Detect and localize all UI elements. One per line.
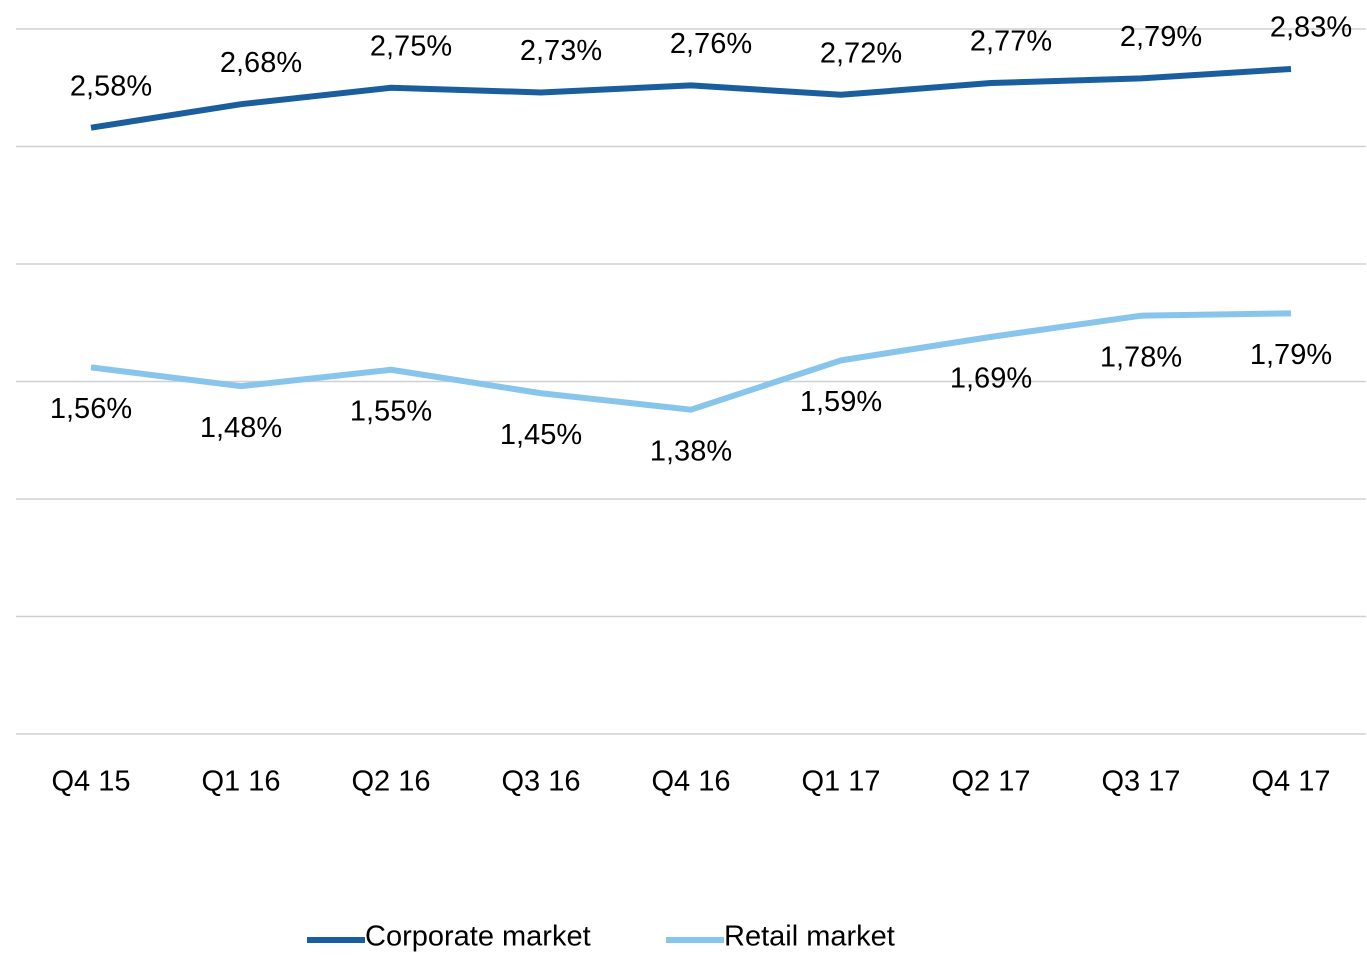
data-label: 1,55% xyxy=(350,395,432,427)
series-line xyxy=(90,310,1292,413)
data-label: 2,73% xyxy=(520,35,602,67)
data-label: 1,69% xyxy=(950,363,1032,395)
x-tick-label: Q3 16 xyxy=(502,766,581,798)
data-label: 1,48% xyxy=(200,412,282,444)
x-tick-label: Q4 17 xyxy=(1252,766,1331,798)
x-tick-label: Q4 16 xyxy=(652,766,731,798)
data-label: 2,76% xyxy=(670,28,752,60)
x-tick-label: Q1 16 xyxy=(202,766,281,798)
legend-label: Corporate market xyxy=(365,921,591,953)
data-label: 1,56% xyxy=(50,393,132,425)
x-tick-label: Q3 17 xyxy=(1102,766,1181,798)
data-label: 1,38% xyxy=(650,435,732,467)
x-tick-label: Q2 17 xyxy=(952,766,1031,798)
data-label: 2,75% xyxy=(370,30,452,62)
data-label: 2,79% xyxy=(1120,21,1202,53)
data-label: 1,59% xyxy=(800,386,882,418)
data-label: 2,77% xyxy=(970,26,1052,58)
data-label: 2,83% xyxy=(1270,12,1352,44)
x-tick-label: Q2 16 xyxy=(352,766,431,798)
data-label: 2,72% xyxy=(820,37,902,69)
data-label: 1,79% xyxy=(1250,339,1332,371)
data-label: 2,58% xyxy=(70,70,152,102)
data-label: 1,45% xyxy=(500,419,582,451)
series-line xyxy=(90,65,1292,131)
data-label: 2,68% xyxy=(220,47,302,79)
x-tick-label: Q4 15 xyxy=(52,766,131,798)
data-label: 1,78% xyxy=(1100,341,1182,373)
x-tick-label: Q1 17 xyxy=(802,766,881,798)
legend-label: Retail market xyxy=(724,921,895,953)
